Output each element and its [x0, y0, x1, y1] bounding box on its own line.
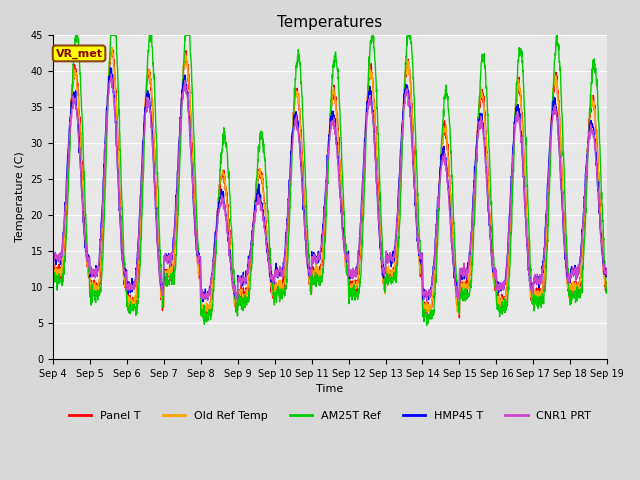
Y-axis label: Temperature (C): Temperature (C): [15, 152, 25, 242]
Title: Temperatures: Temperatures: [277, 15, 383, 30]
X-axis label: Time: Time: [316, 384, 344, 394]
Text: VR_met: VR_met: [56, 48, 102, 59]
Legend: Panel T, Old Ref Temp, AM25T Ref, HMP45 T, CNR1 PRT: Panel T, Old Ref Temp, AM25T Ref, HMP45 …: [65, 407, 596, 425]
